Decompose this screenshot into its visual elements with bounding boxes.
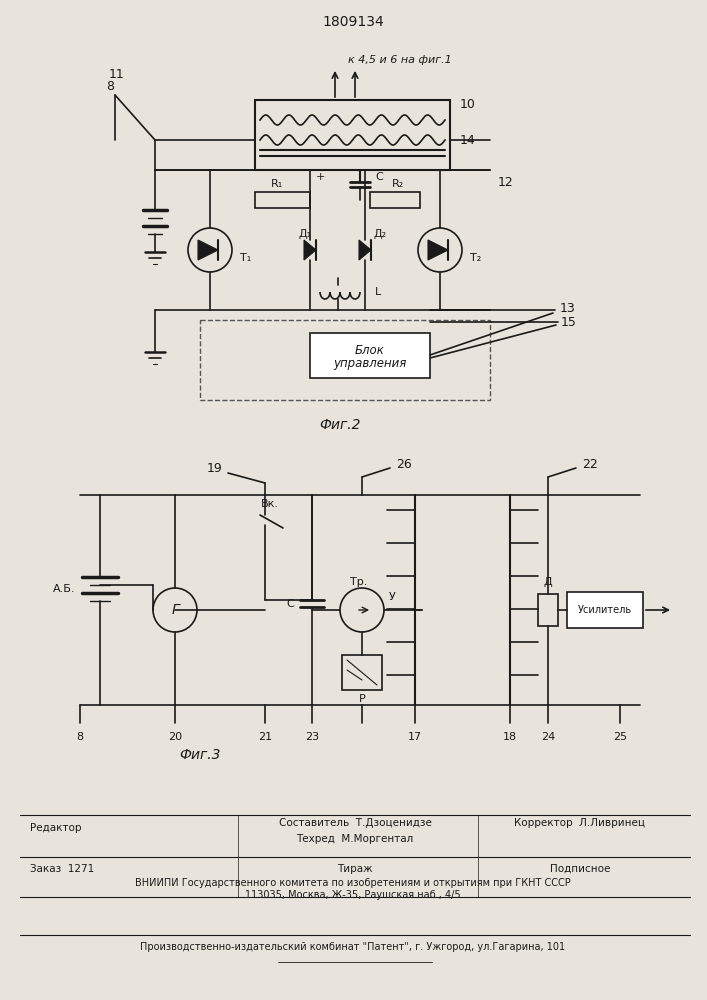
Text: А.Б.: А.Б.	[52, 584, 75, 594]
Bar	[255, 192, 310, 208]
Text: к 4,5 и 6 на фиг.1: к 4,5 и 6 на фиг.1	[348, 55, 452, 65]
Text: Фиг.2: Фиг.2	[320, 418, 361, 432]
Text: R₁: R₁	[271, 179, 283, 189]
Text: 1809134: 1809134	[322, 15, 384, 29]
Polygon shape	[304, 240, 316, 260]
Text: Подписное: Подписное	[550, 864, 610, 874]
Text: 8: 8	[76, 732, 83, 742]
Text: управления: управления	[333, 357, 407, 369]
Bar	[255, 100, 450, 170]
Text: 23: 23	[305, 732, 319, 742]
Text: 19: 19	[206, 462, 222, 475]
Text: Р: Р	[358, 694, 366, 704]
Text: 21: 21	[258, 732, 272, 742]
Bar	[342, 655, 382, 690]
Text: Д₁: Д₁	[298, 229, 312, 239]
Text: R₂: R₂	[392, 179, 404, 189]
Text: 13: 13	[560, 302, 575, 314]
Bar	[538, 594, 558, 626]
Bar	[200, 320, 490, 400]
Text: Заказ  1271: Заказ 1271	[30, 864, 94, 874]
Text: T₂: T₂	[470, 253, 481, 263]
Text: 8: 8	[106, 81, 114, 94]
Text: Тираж: Тираж	[337, 864, 373, 874]
Text: C: C	[375, 172, 382, 182]
Text: Редактор: Редактор	[30, 823, 81, 833]
Text: 11: 11	[109, 68, 125, 82]
Text: Корректор  Л.Ливринец: Корректор Л.Ливринец	[515, 818, 645, 828]
Text: L: L	[375, 287, 381, 297]
Text: 26: 26	[396, 458, 411, 472]
Bar	[567, 592, 643, 628]
Text: 20: 20	[168, 732, 182, 742]
Text: У: У	[389, 592, 395, 602]
Polygon shape	[198, 240, 218, 260]
Text: 12: 12	[498, 176, 514, 190]
Text: Д₂: Д₂	[373, 229, 387, 239]
Bar	[370, 192, 420, 208]
Polygon shape	[359, 240, 371, 260]
Text: Усилитель: Усилитель	[578, 605, 632, 615]
Text: 15: 15	[561, 316, 577, 328]
Text: 10: 10	[460, 99, 476, 111]
Text: 113035, Москва, Ж-35, Раушская наб., 4/5: 113035, Москва, Ж-35, Раушская наб., 4/5	[245, 890, 461, 900]
Text: Вк.: Вк.	[261, 499, 279, 509]
Text: Производственно-издательский комбинат "Патент", г. Ужгород, ул.Гагарина, 101: Производственно-издательский комбинат "П…	[141, 942, 566, 952]
Text: Блок: Блок	[355, 344, 385, 357]
Text: 25: 25	[613, 732, 627, 742]
Text: 18: 18	[503, 732, 517, 742]
Text: Составитель  Т.Дзоценидзе: Составитель Т.Дзоценидзе	[279, 818, 431, 828]
Text: Фиг.3: Фиг.3	[180, 748, 221, 762]
Text: 24: 24	[541, 732, 555, 742]
Text: T₁: T₁	[240, 253, 251, 263]
Text: C: C	[286, 599, 294, 609]
Text: Г: Г	[171, 603, 179, 617]
Bar	[310, 333, 430, 378]
Polygon shape	[428, 240, 448, 260]
Text: +: +	[315, 172, 325, 182]
Text: Тр.: Тр.	[350, 577, 368, 587]
Text: 22: 22	[582, 458, 597, 472]
Text: 14: 14	[460, 133, 476, 146]
Text: Техред  М.Моргентал: Техред М.Моргентал	[296, 834, 414, 844]
Text: ВНИИПИ Государственного комитета по изобретениям и открытиям при ГКНТ СССР: ВНИИПИ Государственного комитета по изоб…	[135, 878, 571, 888]
Text: 17: 17	[408, 732, 422, 742]
Text: Д: Д	[544, 577, 552, 587]
